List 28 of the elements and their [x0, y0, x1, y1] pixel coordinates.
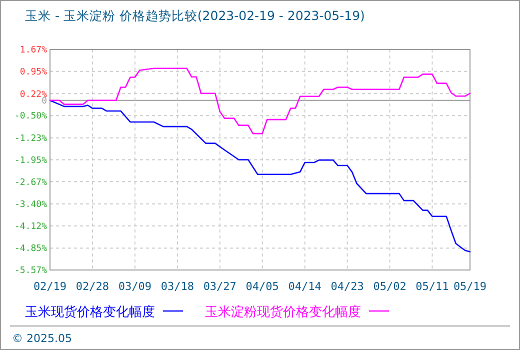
x-tick-label: 05/02 — [373, 280, 406, 293]
y-tick-label: 0 — [42, 96, 47, 107]
legend-label: 玉米现货价格变化幅度 — [25, 304, 155, 320]
y-tick-label: -3.40% — [14, 200, 48, 210]
x-tick-label: 03/27 — [203, 280, 236, 293]
y-tick-label: -4.12% — [14, 222, 48, 232]
x-tick-label: 05/11 — [416, 280, 449, 293]
x-tick-label: 04/14 — [288, 280, 322, 293]
chart-title: 玉米 - 玉米淀粉 价格趋势比较(2023-02-19 - 2023-05-19) — [25, 8, 365, 23]
x-tick-label: 04/05 — [246, 280, 279, 293]
x-tick-label: 05/19 — [453, 280, 487, 293]
y-tick-label: -4.85% — [14, 244, 48, 254]
y-tick-label: 1.67% — [20, 46, 48, 56]
line-series — [49, 68, 471, 134]
x-tick-label: 03/18 — [160, 280, 194, 293]
text: © 2025.05 — [12, 332, 72, 345]
x-tick-label: 03/09 — [118, 280, 152, 293]
line-series — [49, 100, 471, 252]
legend-label: 玉米淀粉现货价格变化幅度 — [205, 304, 361, 320]
y-tick-label: -1.23% — [14, 134, 48, 144]
y-tick-label: 0.95% — [20, 68, 48, 78]
y-tick-label: -5.57% — [14, 266, 48, 276]
y-tick-label: -1.95% — [14, 156, 48, 166]
y-tick-label: -2.67% — [14, 178, 48, 188]
x-tick-label: 02/28 — [76, 280, 110, 293]
x-tick-label: 02/19 — [33, 280, 67, 293]
y-tick-label: -0.50% — [14, 112, 48, 122]
x-tick-label: 04/23 — [330, 280, 364, 293]
